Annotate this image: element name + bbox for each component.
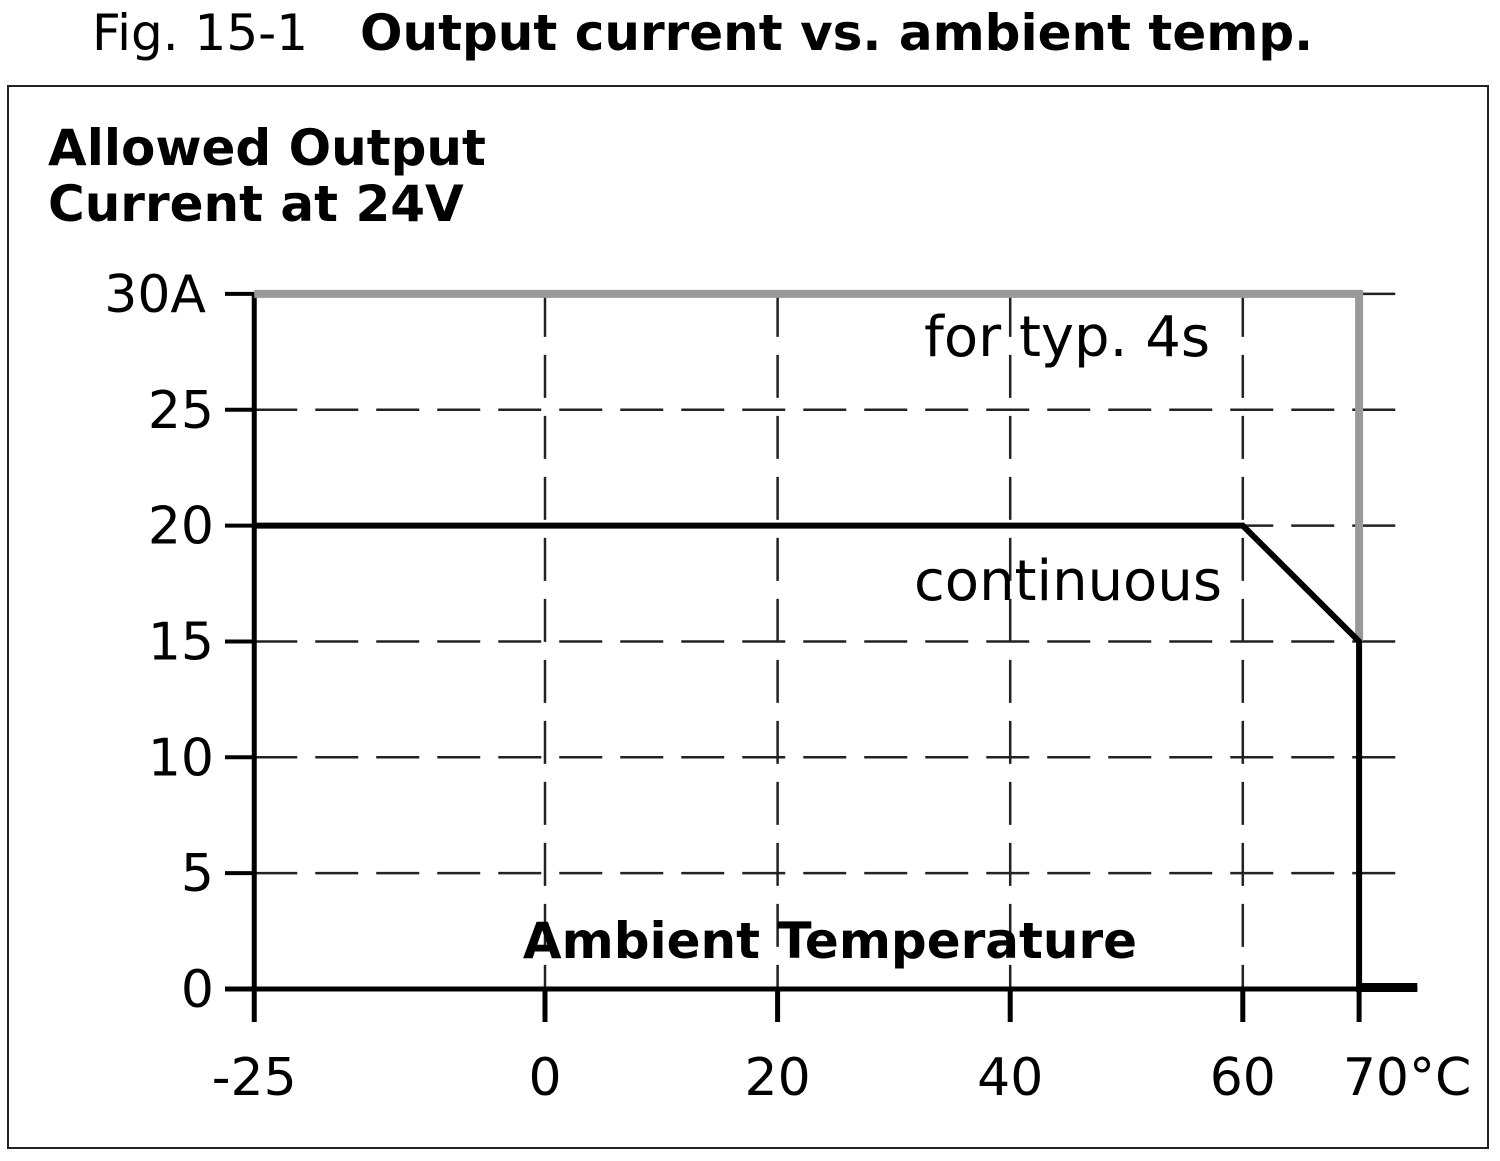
- y-tick-label: 15: [148, 612, 214, 672]
- series-label-typ-4s: for typ. 4s: [924, 305, 1210, 370]
- y-axis-label-line1: Allowed Output: [48, 119, 486, 177]
- x-tick-label: 60: [1210, 1048, 1276, 1108]
- x-tick-label: 0: [528, 1048, 561, 1108]
- y-axis-label-line2: Current at 24V: [48, 175, 464, 233]
- x-tick-label: 40: [977, 1048, 1043, 1108]
- figure-title: Output current vs. ambient temp.: [360, 4, 1314, 62]
- y-tick-label: 30A: [104, 265, 206, 325]
- figure-caption: Fig. 15-1 Output current vs. ambient temp…: [92, 4, 1313, 62]
- y-tick-label: 25: [148, 381, 214, 441]
- y-tick-label: 10: [148, 728, 214, 788]
- series-label-continuous: continuous: [914, 549, 1222, 614]
- y-tick-label: 0: [181, 960, 214, 1020]
- series-line-typ-4s: [254, 289, 1364, 642]
- y-tick-label: 20: [148, 497, 214, 557]
- x-axis-label: Ambient Temperature: [523, 912, 1137, 970]
- y-tick-label: 5: [181, 844, 214, 904]
- x-tick-label: 70°C: [1343, 1048, 1471, 1108]
- y-axis-label: Allowed Output Current at 24V: [48, 120, 486, 232]
- figure-number: Fig. 15-1: [92, 4, 309, 62]
- chart-frame: [7, 85, 1489, 1149]
- x-tick-label: -25: [212, 1048, 297, 1108]
- x-tick-label: 20: [745, 1048, 811, 1108]
